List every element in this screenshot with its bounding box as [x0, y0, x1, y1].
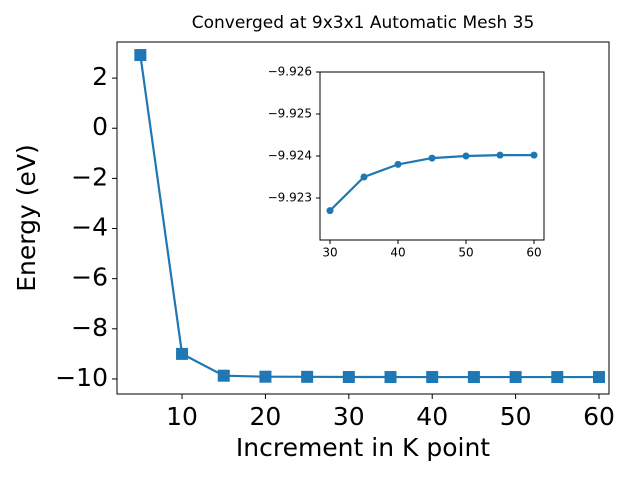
data-point: [342, 371, 355, 384]
y-tick-label: −2: [71, 162, 108, 191]
y-axis-label: Energy (eV): [12, 144, 41, 291]
data-point: [592, 371, 605, 384]
x-tick-label: 30: [322, 246, 337, 260]
y-tick-label: 2: [92, 62, 108, 91]
x-tick-label: 50: [458, 246, 473, 260]
data-point: [394, 160, 402, 168]
y-tick-label: −9.926: [268, 65, 312, 79]
x-tick-label: 30: [333, 402, 365, 431]
y-tick-label: −6: [71, 263, 108, 292]
data-point: [134, 49, 147, 62]
data-point: [384, 371, 397, 384]
x-tick-label: 40: [416, 402, 448, 431]
chart-title: Converged at 9x3x1 Automatic Mesh 35: [192, 13, 535, 33]
data-point: [426, 371, 439, 384]
x-tick-label: 10: [166, 402, 198, 431]
x-tick-label: 20: [250, 402, 282, 431]
data-point: [259, 370, 272, 383]
data-line: [139, 54, 599, 379]
x-tick-label: 40: [390, 246, 405, 260]
data-point: [530, 151, 538, 159]
data-point: [509, 371, 522, 384]
data-point: [467, 371, 480, 384]
y-tick-label: −8: [71, 313, 108, 342]
x-axis-label: Increment in K point: [236, 433, 490, 462]
x-tick-label: 60: [526, 246, 541, 260]
y-tick-label: 0: [92, 112, 108, 141]
y-tick-label: −10: [55, 363, 108, 392]
y-tick-label: −9.923: [268, 191, 312, 205]
data-point: [360, 173, 368, 181]
y-tick-label: −9.925: [268, 107, 312, 121]
data-point: [176, 347, 189, 360]
x-tick-label: 50: [500, 402, 532, 431]
x-tick-label: 60: [583, 402, 615, 431]
data-point: [326, 207, 334, 215]
y-tick-label: −4: [71, 213, 108, 242]
y-tick-label: −9.924: [268, 149, 312, 163]
data-point: [496, 151, 504, 159]
data-point: [217, 369, 230, 382]
data-point: [428, 154, 436, 162]
data-point: [551, 371, 564, 384]
data-point: [301, 370, 314, 383]
data-point: [462, 152, 470, 160]
